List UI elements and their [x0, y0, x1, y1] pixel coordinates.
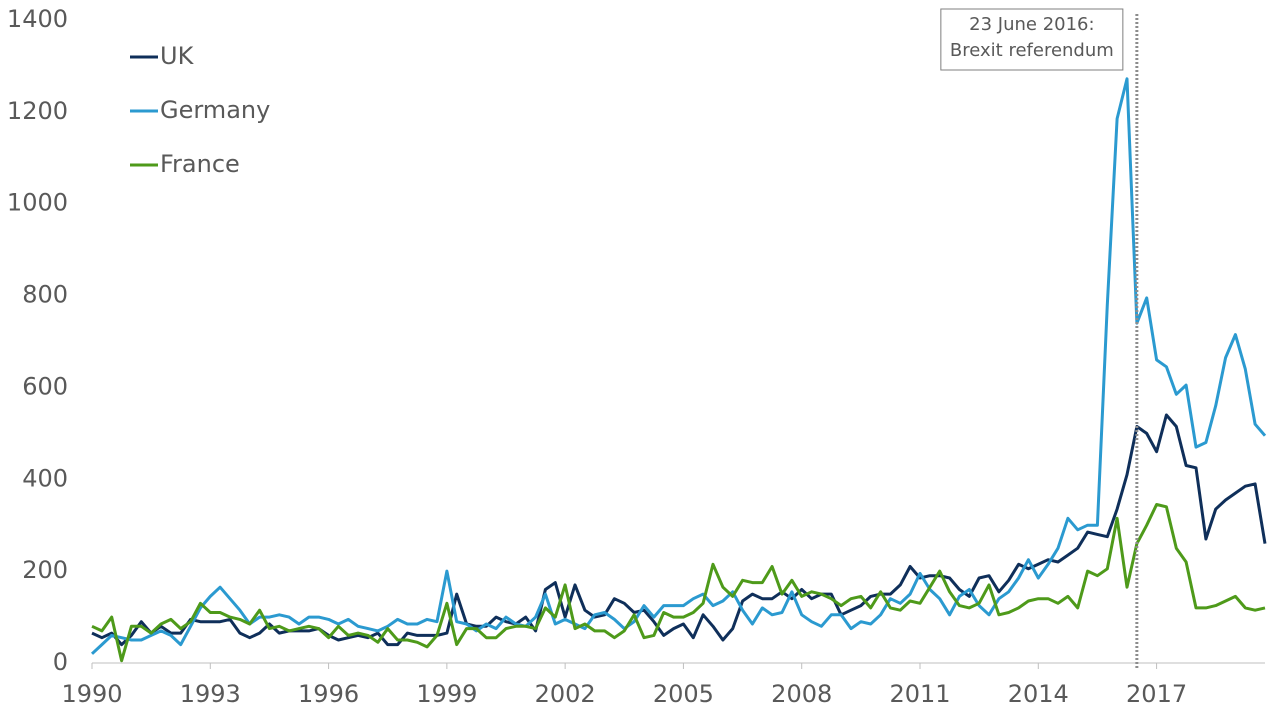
x-tick-label: 2008 — [771, 680, 832, 708]
series-line — [91, 503, 1266, 663]
x-tick-label: 1990 — [61, 680, 122, 708]
x-tick-label: 2014 — [1008, 680, 1069, 708]
legend-label: UK — [160, 42, 195, 70]
y-tick-label: 600 — [22, 372, 68, 400]
y-tick-label: 0 — [53, 648, 68, 676]
x-tick-label: 1996 — [298, 680, 359, 708]
legend-label: France — [160, 150, 240, 178]
series-line — [90, 77, 1267, 655]
annotation-box — [940, 8, 1124, 71]
annotation-text: Brexit referendum — [950, 40, 1114, 61]
legend-label: Germany — [160, 96, 270, 124]
x-tick-label: 2011 — [889, 680, 950, 708]
x-tick-label: 2002 — [535, 680, 596, 708]
y-tick-label: 1200 — [7, 97, 68, 125]
x-tick-label: 1993 — [180, 680, 241, 708]
x-tick-label: 1999 — [416, 680, 477, 708]
y-tick-label: 800 — [22, 281, 68, 309]
y-tick-label: 1000 — [7, 189, 68, 217]
x-tick-label: 2005 — [653, 680, 714, 708]
x-tick-label: 2017 — [1126, 680, 1187, 708]
annotation-text: 23 June 2016: — [969, 14, 1094, 35]
y-tick-label: 1400 — [7, 5, 68, 33]
y-tick-label: 400 — [22, 464, 68, 492]
y-tick-label: 200 — [22, 556, 68, 584]
series-line — [91, 413, 1267, 647]
